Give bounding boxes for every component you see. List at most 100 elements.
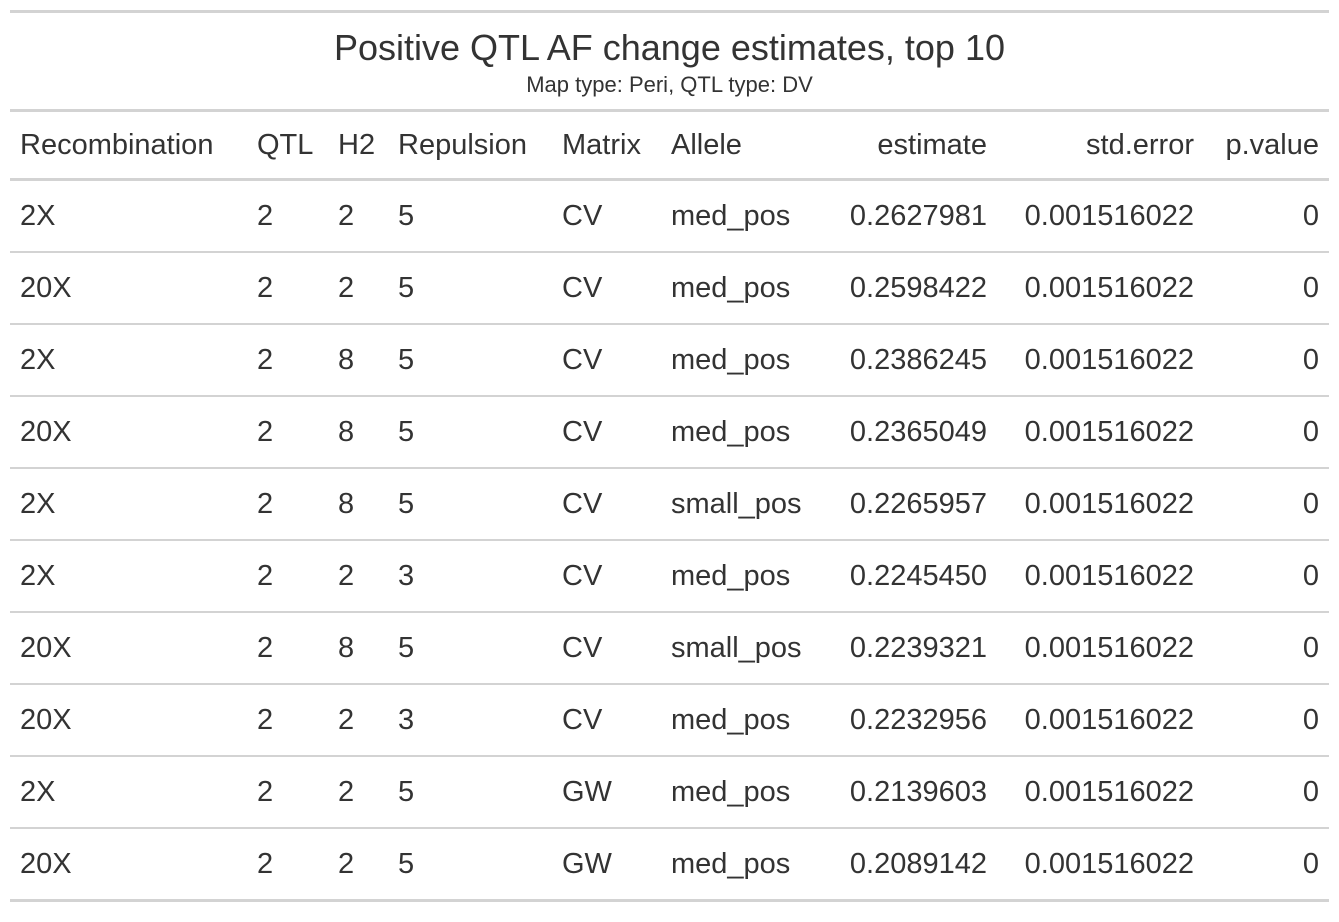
table-row: 2X 2 2 5 CV med_pos 0.2627981 0.00151602… bbox=[10, 179, 1329, 253]
cell-h2: 8 bbox=[328, 324, 388, 397]
table-title: Positive QTL AF change estimates, top 10 bbox=[333, 27, 1005, 68]
cell-p-value: 0 bbox=[1204, 612, 1329, 685]
cell-recombination: 2X bbox=[10, 468, 247, 541]
cell-qtl: 2 bbox=[247, 612, 328, 685]
cell-repulsion: 5 bbox=[388, 468, 552, 541]
cell-qtl: 2 bbox=[247, 252, 328, 325]
cell-matrix: CV bbox=[552, 540, 661, 613]
column-header-p-value: p.value bbox=[1204, 112, 1329, 181]
cell-p-value: 0 bbox=[1204, 756, 1329, 829]
cell-std-error: 0.001516022 bbox=[997, 540, 1204, 613]
cell-recombination: 20X bbox=[10, 396, 247, 469]
cell-std-error: 0.001516022 bbox=[997, 612, 1204, 685]
column-header-std-error: std.error bbox=[997, 112, 1204, 181]
cell-qtl: 2 bbox=[247, 324, 328, 397]
cell-estimate: 0.2232956 bbox=[825, 684, 997, 757]
cell-h2: 2 bbox=[328, 756, 388, 829]
cell-p-value: 0 bbox=[1204, 179, 1329, 253]
cell-estimate: 0.2139603 bbox=[825, 756, 997, 829]
cell-recombination: 20X bbox=[10, 252, 247, 325]
cell-std-error: 0.001516022 bbox=[997, 828, 1204, 902]
cell-p-value: 0 bbox=[1204, 828, 1329, 902]
table-row: 2X 2 2 3 CV med_pos 0.2245450 0.00151602… bbox=[10, 540, 1329, 613]
cell-repulsion: 5 bbox=[388, 179, 552, 253]
cell-std-error: 0.001516022 bbox=[997, 179, 1204, 253]
cell-h2: 2 bbox=[328, 828, 388, 902]
cell-std-error: 0.001516022 bbox=[997, 396, 1204, 469]
table-row: 2X 2 8 5 CV small_pos 0.2265957 0.001516… bbox=[10, 468, 1329, 541]
column-header-repulsion: Repulsion bbox=[388, 112, 552, 181]
cell-h2: 2 bbox=[328, 252, 388, 325]
cell-qtl: 2 bbox=[247, 468, 328, 541]
cell-std-error: 0.001516022 bbox=[997, 252, 1204, 325]
cell-recombination: 20X bbox=[10, 828, 247, 902]
table-row: 2X 2 8 5 CV med_pos 0.2386245 0.00151602… bbox=[10, 324, 1329, 397]
results-table: Recombination QTL H2 Repulsion Matrix Al… bbox=[10, 112, 1329, 902]
cell-p-value: 0 bbox=[1204, 540, 1329, 613]
column-header-recombination: Recombination bbox=[10, 112, 247, 181]
cell-allele: med_pos bbox=[661, 179, 825, 253]
cell-allele: med_pos bbox=[661, 756, 825, 829]
cell-qtl: 2 bbox=[247, 756, 328, 829]
cell-matrix: GW bbox=[552, 828, 661, 902]
results-table-container: Positive QTL AF change estimates, top 10… bbox=[10, 10, 1329, 902]
table-row: 20X 2 2 5 GW med_pos 0.2089142 0.0015160… bbox=[10, 828, 1329, 902]
cell-p-value: 0 bbox=[1204, 396, 1329, 469]
cell-h2: 2 bbox=[328, 179, 388, 253]
cell-estimate: 0.2265957 bbox=[825, 468, 997, 541]
table-row: 20X 2 2 3 CV med_pos 0.2232956 0.0015160… bbox=[10, 684, 1329, 757]
column-header-matrix: Matrix bbox=[552, 112, 661, 181]
column-header-estimate: estimate bbox=[825, 112, 997, 181]
cell-allele: small_pos bbox=[661, 612, 825, 685]
table-row: 20X 2 8 5 CV med_pos 0.2365049 0.0015160… bbox=[10, 396, 1329, 469]
cell-p-value: 0 bbox=[1204, 468, 1329, 541]
header-row: Recombination QTL H2 Repulsion Matrix Al… bbox=[10, 112, 1329, 181]
table-subtitle: Map type: Peri, QTL type: DV bbox=[526, 72, 813, 97]
cell-repulsion: 5 bbox=[388, 396, 552, 469]
cell-matrix: CV bbox=[552, 324, 661, 397]
cell-std-error: 0.001516022 bbox=[997, 756, 1204, 829]
cell-estimate: 0.2627981 bbox=[825, 179, 997, 253]
cell-matrix: CV bbox=[552, 612, 661, 685]
cell-estimate: 0.2239321 bbox=[825, 612, 997, 685]
cell-qtl: 2 bbox=[247, 179, 328, 253]
cell-std-error: 0.001516022 bbox=[997, 684, 1204, 757]
cell-allele: med_pos bbox=[661, 828, 825, 902]
cell-h2: 8 bbox=[328, 396, 388, 469]
column-header-qtl: QTL bbox=[247, 112, 328, 181]
table-row: 2X 2 2 5 GW med_pos 0.2139603 0.00151602… bbox=[10, 756, 1329, 829]
cell-qtl: 2 bbox=[247, 540, 328, 613]
cell-recombination: 2X bbox=[10, 540, 247, 613]
cell-p-value: 0 bbox=[1204, 252, 1329, 325]
column-header-allele: Allele bbox=[661, 112, 825, 181]
cell-estimate: 0.2245450 bbox=[825, 540, 997, 613]
cell-estimate: 0.2365049 bbox=[825, 396, 997, 469]
cell-repulsion: 5 bbox=[388, 324, 552, 397]
cell-recombination: 20X bbox=[10, 684, 247, 757]
cell-matrix: CV bbox=[552, 252, 661, 325]
cell-recombination: 2X bbox=[10, 179, 247, 253]
cell-qtl: 2 bbox=[247, 828, 328, 902]
cell-repulsion: 5 bbox=[388, 828, 552, 902]
cell-allele: med_pos bbox=[661, 324, 825, 397]
cell-qtl: 2 bbox=[247, 684, 328, 757]
cell-h2: 2 bbox=[328, 540, 388, 613]
column-header-h2: H2 bbox=[328, 112, 388, 181]
cell-matrix: CV bbox=[552, 468, 661, 541]
cell-matrix: CV bbox=[552, 179, 661, 253]
cell-p-value: 0 bbox=[1204, 684, 1329, 757]
cell-estimate: 0.2089142 bbox=[825, 828, 997, 902]
cell-allele: med_pos bbox=[661, 684, 825, 757]
cell-repulsion: 3 bbox=[388, 540, 552, 613]
cell-matrix: GW bbox=[552, 756, 661, 829]
top-rule bbox=[10, 10, 1329, 13]
cell-estimate: 0.2386245 bbox=[825, 324, 997, 397]
cell-matrix: CV bbox=[552, 396, 661, 469]
cell-p-value: 0 bbox=[1204, 324, 1329, 397]
cell-h2: 2 bbox=[328, 684, 388, 757]
cell-repulsion: 5 bbox=[388, 252, 552, 325]
cell-recombination: 20X bbox=[10, 612, 247, 685]
cell-repulsion: 5 bbox=[388, 612, 552, 685]
table-row: 20X 2 2 5 CV med_pos 0.2598422 0.0015160… bbox=[10, 252, 1329, 325]
cell-std-error: 0.001516022 bbox=[997, 468, 1204, 541]
